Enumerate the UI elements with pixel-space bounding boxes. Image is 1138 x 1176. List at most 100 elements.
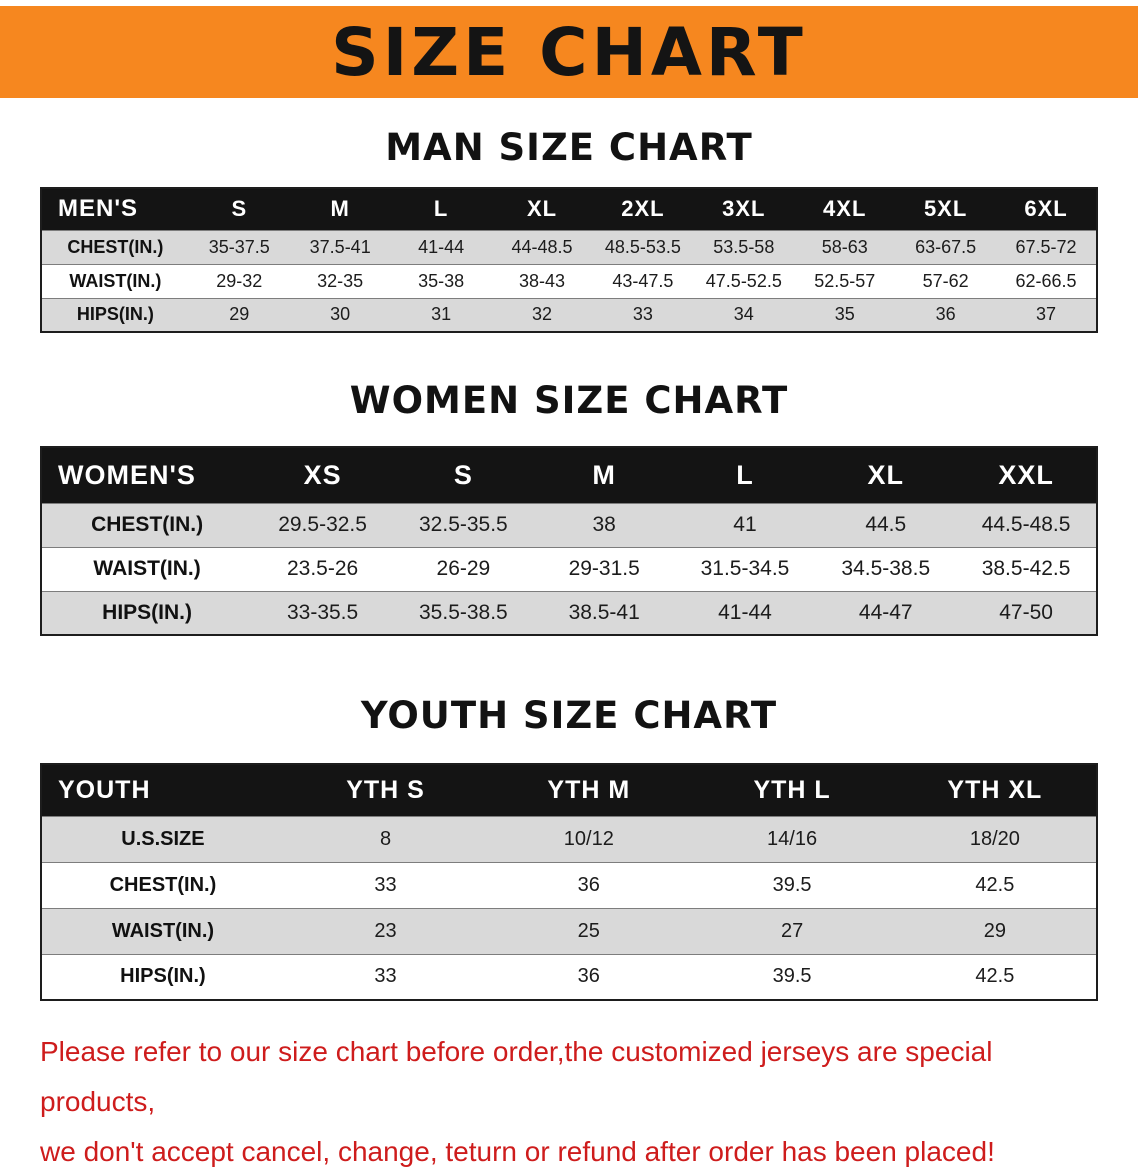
section-heading-man: MAN SIZE CHART [385,126,753,169]
size-column-header: M [533,447,675,503]
size-value: 18/20 [969,827,1020,850]
size-value: 44-47 [858,600,913,624]
row-label: CHEST(IN.) [67,236,164,257]
mens-table-header-row: MEN'S S M L XL 2XL 3XL 4XL 5XL 6XL [41,188,1097,230]
table-corner-label: MEN'S [41,188,189,230]
size-value: 29 [229,304,250,325]
size-column-header: S [392,447,534,503]
row-label: HIPS(IN.) [102,600,193,624]
size-column-header: YTH XL [893,764,1097,816]
size-column-header: 2XL [592,188,694,230]
size-value: 29 [983,919,1006,942]
size-value: 47-50 [999,600,1053,624]
table-row: WAIST(IN.) 29-32 32-35 35-38 38-43 43-47.5 47.… [41,264,1097,298]
size-value: 35.5-38.5 [419,600,508,624]
table-row: U.S.SIZE 8 10/12 14/16 18/20 [41,816,1097,862]
womens-table-header-row: WOMEN'S XS S M L XL XXL [41,447,1097,503]
size-value: 34.5-38.5 [841,557,931,580]
size-value: 29.5-32.5 [278,513,367,536]
row-label: HIPS(IN.) [120,965,206,988]
size-value: 35-37.5 [208,236,270,257]
disclaimer-line-2: we don't accept cancel, change, teturn o… [40,1135,995,1167]
size-value: 29-32 [216,270,263,291]
size-column-header: L [674,447,816,503]
table-corner-label: YOUTH [41,764,284,816]
size-value: 42.5 [975,873,1015,896]
size-value: 41 [733,513,757,536]
size-column-header: XL [491,188,593,230]
youth-table-header-row: YOUTH YTH S YTH M YTH L YTH XL [41,764,1097,816]
table-row: WAIST(IN.) 23 25 27 29 [41,908,1097,954]
womens-size-table: WOMEN'S XS S M L XL XXL CHEST(IN.) 29.5-32.5 32.… [40,446,1098,636]
size-value: 41-44 [418,236,465,257]
size-value: 57-62 [922,270,969,291]
size-value: 44.5 [865,513,907,536]
size-value: 39.5 [772,965,812,988]
row-label: HIPS(IN.) [76,304,154,325]
size-value: 33 [374,965,397,988]
section-heading-youth: YOUTH SIZE CHART [360,694,778,737]
table-row: HIPS(IN.) 33-35.5 35.5-38.5 38.5-41 41-44 44-… [41,591,1097,635]
size-value: 27 [780,919,804,942]
size-value: 25 [577,919,600,942]
size-value: 58-63 [821,236,868,257]
mens-size-table: MEN'S S M L XL 2XL 3XL 4XL 5XL 6XL CHEST(IN.) 35-3… [40,187,1098,333]
size-value: 38-43 [518,270,566,291]
size-value: 37.5-41 [309,236,371,257]
size-value: 43-47.5 [612,270,674,291]
size-value: 30 [330,304,351,325]
row-label: WAIST(IN.) [93,557,201,580]
disclaimer-text: Please refer to our size chart before or… [40,1027,1108,1176]
banner-title: SIZE CHART [331,13,807,91]
size-value: 33 [632,304,653,325]
size-value: 48.5-53.5 [604,236,681,257]
table-row: CHEST(IN.) 35-37.5 37.5-41 41-44 44-48.5 48.5… [41,230,1097,264]
size-value: 33-35.5 [286,600,359,624]
size-value: 47.5-52.5 [705,270,782,291]
size-value: 32.5-35.5 [419,513,508,536]
size-value: 63-67.5 [915,236,977,257]
size-value: 35 [834,304,855,325]
size-value: 29-31.5 [568,557,640,580]
size-column-header: YTH L [690,764,894,816]
size-value: 44.5-48.5 [981,513,1071,536]
row-label: U.S.SIZE [121,827,205,850]
table-row: WAIST(IN.) 23.5-26 26-29 29-31.5 31.5-34.5 34… [41,547,1097,591]
size-value: 62-66.5 [1015,270,1077,291]
size-column-header: 3XL [693,188,795,230]
size-value: 44-48.5 [511,236,573,257]
row-label: CHEST(IN.) [91,513,204,536]
section-heading-women: WOMEN SIZE CHART [349,379,789,422]
size-value: 52.5-57 [814,270,876,291]
size-column-header: YTH S [283,764,488,816]
size-value: 31 [431,304,452,325]
size-value: 39.5 [772,873,812,896]
table-row: CHEST(IN.) 33 36 39.5 42.5 [41,862,1097,908]
size-value: 38.5-42.5 [981,557,1071,580]
table-row: HIPS(IN.) 29 30 31 32 33 34 35 36 37 [41,298,1097,332]
size-value: 36 [577,965,600,988]
size-value: 32-35 [317,270,364,291]
size-value: 38.5-41 [568,600,640,624]
size-column-header: 5XL [895,188,997,230]
size-column-header: 6XL [996,188,1097,230]
table-row: HIPS(IN.) 33 36 39.5 42.5 [41,954,1097,1000]
table-corner-label: WOMEN'S [41,447,253,503]
size-column-header: XL [815,447,957,503]
row-label: WAIST(IN.) [111,919,215,942]
size-column-header: S [188,188,290,230]
size-column-header: 4XL [794,188,896,230]
size-column-header: M [289,188,391,230]
size-value: 26-29 [436,557,491,580]
size-value: 36 [577,873,600,896]
size-column-header: YTH M [487,764,691,816]
row-label: CHEST(IN.) [109,873,217,896]
disclaimer-line-1: Please refer to our size chart before or… [40,1036,993,1117]
size-value: 37 [1036,304,1057,325]
size-value: 38 [592,513,616,536]
size-value: 10/12 [563,827,614,850]
row-label: WAIST(IN.) [69,270,162,291]
size-value: 41-44 [718,600,772,624]
size-value: 34 [733,304,754,325]
